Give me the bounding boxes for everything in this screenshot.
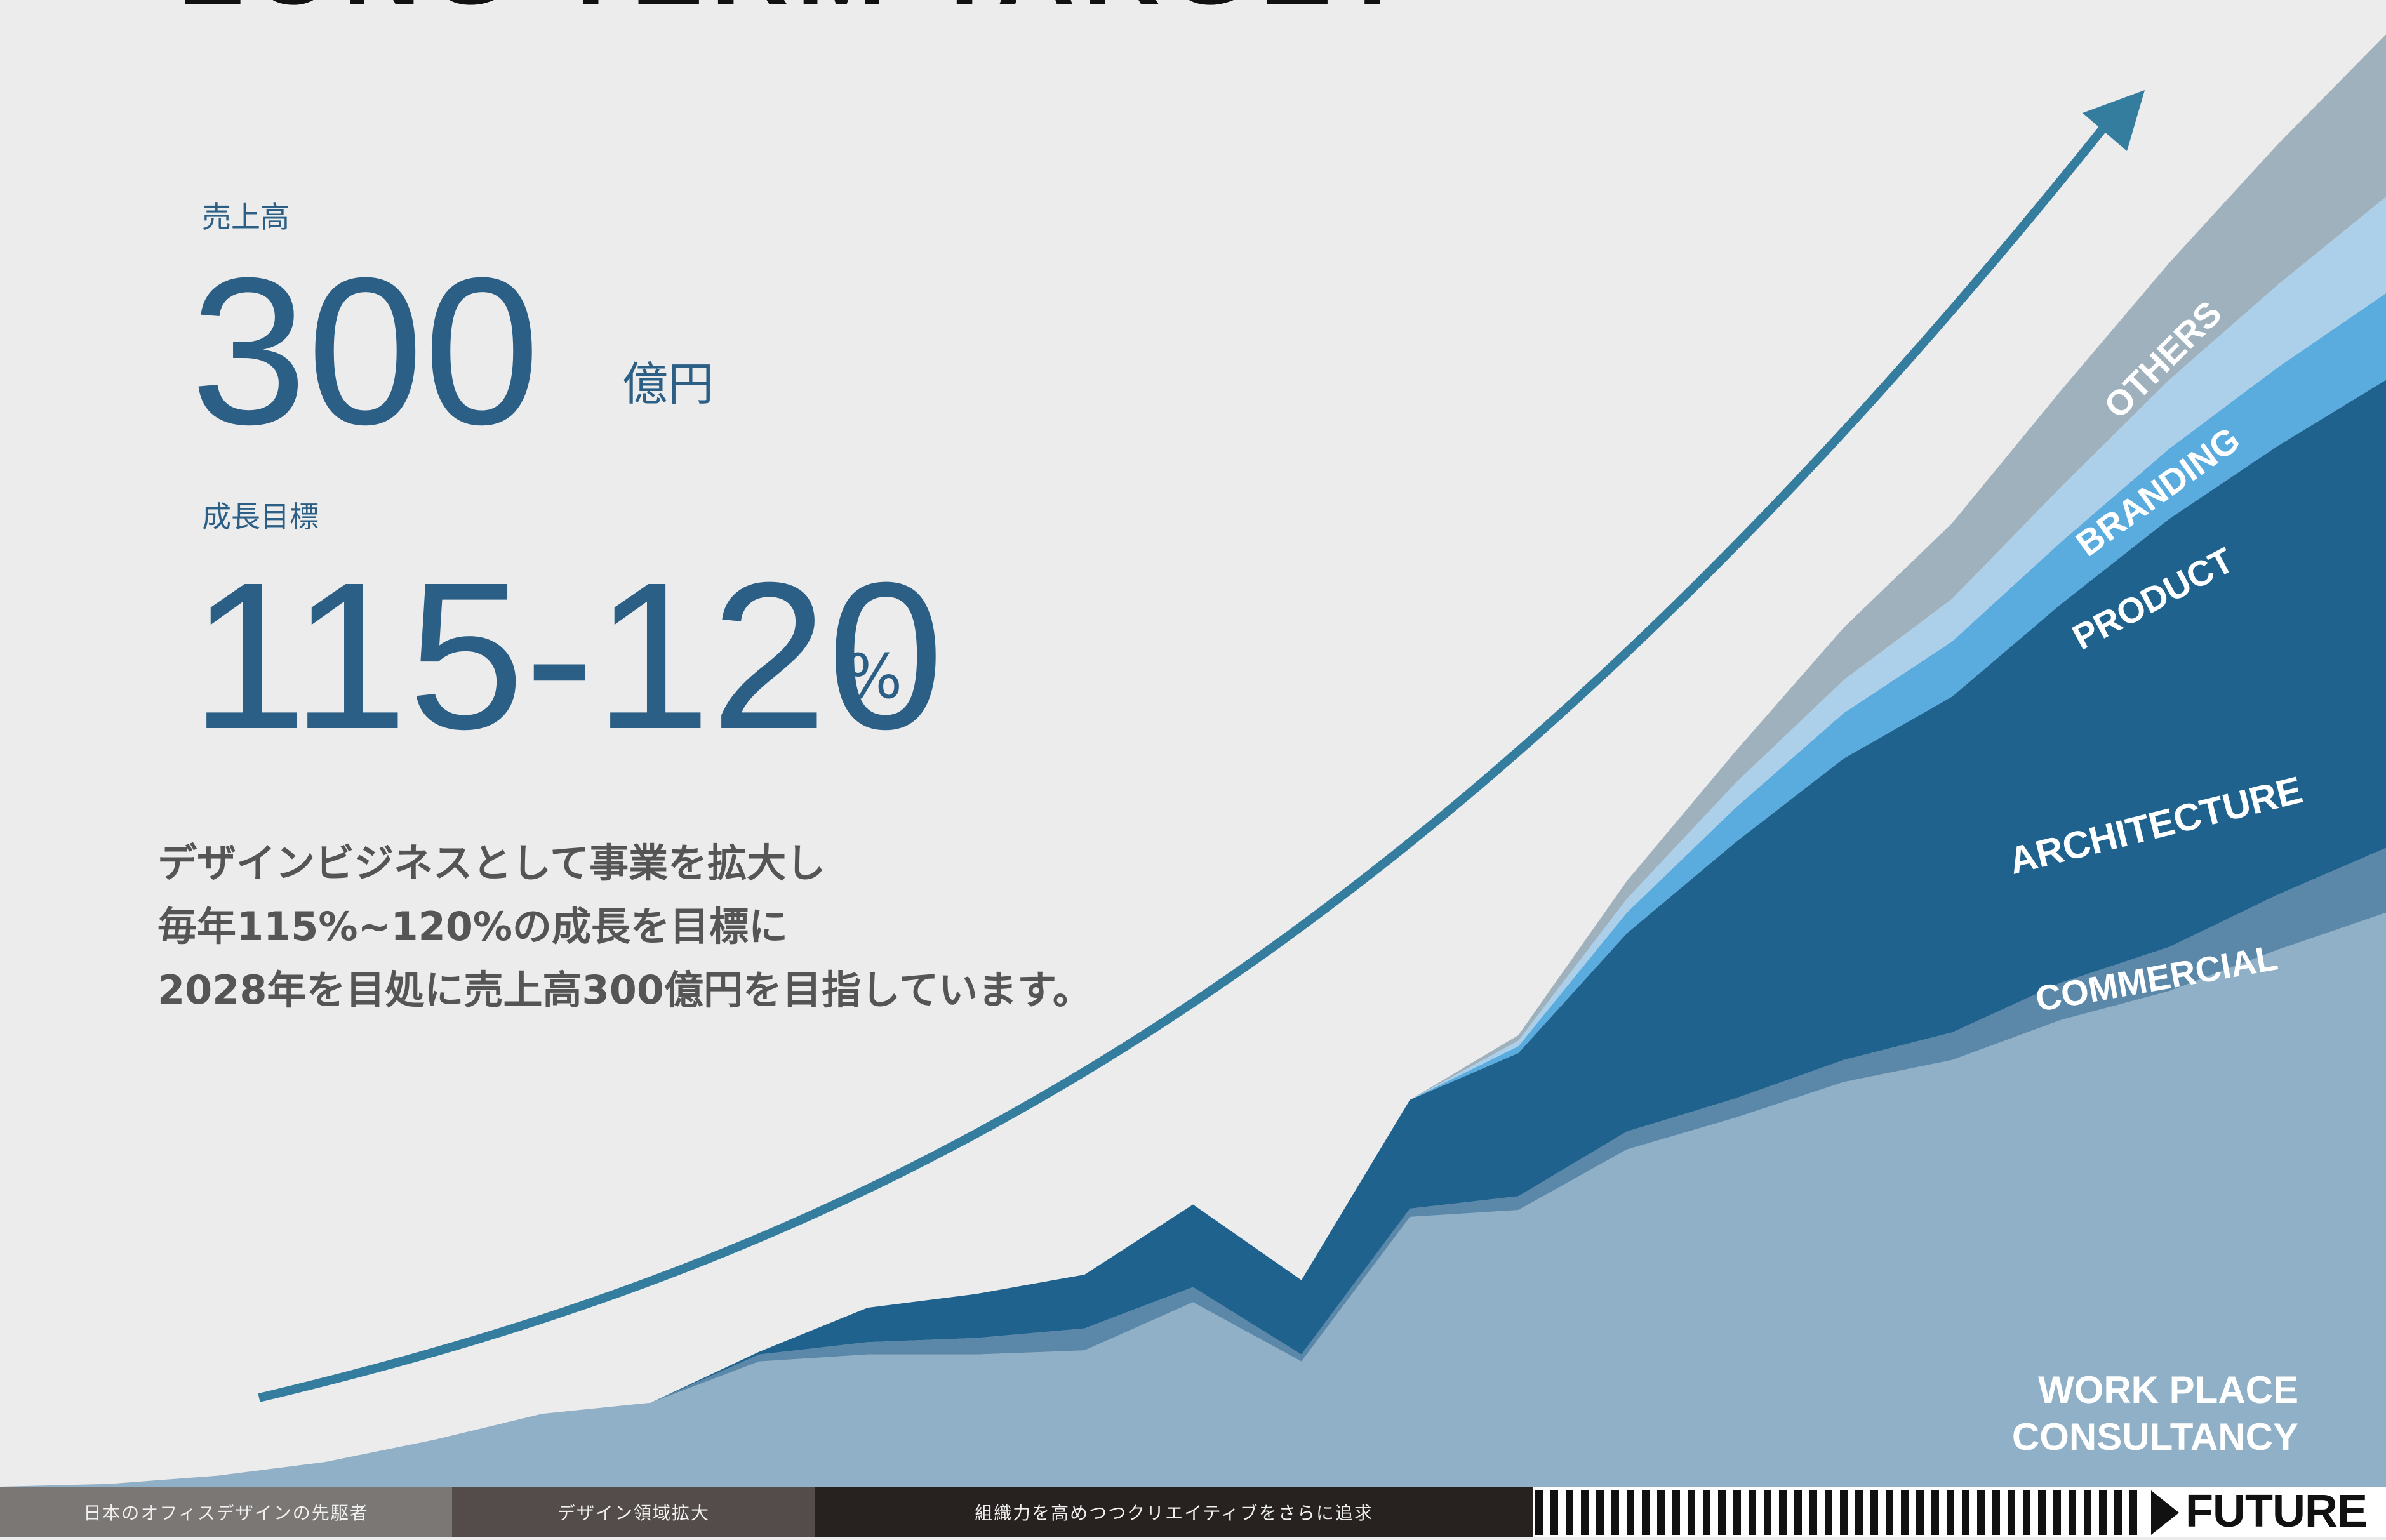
growth-value: 115-120 <box>190 538 944 773</box>
area-architecture <box>0 380 2386 1487</box>
future-stripe <box>1672 1490 1680 1535</box>
future-stripe <box>2099 1490 2107 1535</box>
future-stripe <box>1733 1490 1741 1535</box>
sales-unit: 億円 <box>622 357 714 411</box>
future-stripe <box>2129 1490 2137 1535</box>
sales-label: 売上高 <box>202 200 290 234</box>
growth-unit: % <box>844 641 903 712</box>
future-stripe <box>1977 1490 1985 1535</box>
future-stripe <box>1703 1490 1710 1535</box>
timeline-segment-expansion: デザイン領域拡大 <box>452 1487 815 1537</box>
growth-label: 成長目標 <box>202 500 319 534</box>
future-stripe <box>1642 1490 1650 1535</box>
future-stripe <box>1581 1490 1589 1535</box>
timeline-segment-pioneer: 日本のオフィスデザインの先駆者 <box>0 1487 452 1537</box>
future-stripe <box>1916 1490 1924 1535</box>
future-stripe <box>1566 1490 1573 1535</box>
future-arrowhead <box>2151 1490 2179 1535</box>
future-stripe <box>2023 1490 2030 1535</box>
future-stripe <box>1947 1490 1954 1535</box>
description-text: デザインビジネスとして事業を拡大し 毎年115%~120%の成長を目標に 202… <box>157 832 1092 1022</box>
future-stripe <box>1718 1490 1726 1535</box>
page-title: LONG TERM TARGET <box>178 0 1413 29</box>
future-stripe <box>1809 1490 1817 1535</box>
future-stripe <box>1901 1490 1909 1535</box>
future-stripe <box>1886 1490 1893 1535</box>
description-line-1: デザインビジネスとして事業を拡大し <box>157 840 826 886</box>
future-label: FUTURE <box>2185 1486 2368 1537</box>
area-work-place-consultancy <box>0 912 2386 1487</box>
sales-value: 300 <box>190 234 540 468</box>
future-stripe <box>1840 1490 1848 1535</box>
future-stripe <box>1764 1490 1771 1535</box>
future-stripe <box>1596 1490 1604 1535</box>
future-stripe <box>2038 1490 2046 1535</box>
future-stripe <box>1688 1490 1695 1535</box>
future-stripe <box>1657 1490 1665 1535</box>
future-stripe <box>1870 1490 1878 1535</box>
future-stripe <box>2053 1490 2061 1535</box>
future-stripe <box>2084 1490 2091 1535</box>
area-series-group <box>0 34 2386 1487</box>
growth-trend-arrow <box>258 90 2145 1402</box>
future-stripe <box>2008 1490 2015 1535</box>
future-stripe <box>1550 1490 1558 1535</box>
future-stripe <box>2114 1490 2122 1535</box>
timeline-segment-creative: 組織力を高めつつクリエイティブをさらに追求 <box>815 1487 1533 1537</box>
trend-curve <box>258 111 2118 1402</box>
future-stripe <box>1611 1490 1619 1535</box>
future-stripe <box>2069 1490 2076 1535</box>
trend-arrowhead <box>2083 90 2145 151</box>
future-stripe <box>1535 1490 1543 1535</box>
future-stripe <box>1992 1490 2000 1535</box>
future-stripe <box>1825 1490 1832 1535</box>
timeline-bar: 日本のオフィスデザインの先駆者 デザイン領域拡大 組織力を高めつつクリエイティブ… <box>0 1487 1533 1537</box>
future-stripe <box>1779 1490 1787 1535</box>
future-stripe <box>1855 1490 1863 1535</box>
future-stripe <box>1627 1490 1634 1535</box>
future-stripe <box>1794 1490 1802 1535</box>
description-line-2: 毎年115%~120%の成長を目標に <box>157 903 789 950</box>
future-stripes <box>1533 1487 2386 1537</box>
label-work-place-consultancy: WORK PLACE CONSULTANCY <box>2012 1369 2298 1458</box>
description-line-3: 2028年を目処に売上高300億円を目指しています。 <box>157 967 1092 1013</box>
future-stripe <box>1749 1490 1756 1535</box>
future-stripe <box>1931 1490 1939 1535</box>
future-stripe <box>1962 1490 1969 1535</box>
